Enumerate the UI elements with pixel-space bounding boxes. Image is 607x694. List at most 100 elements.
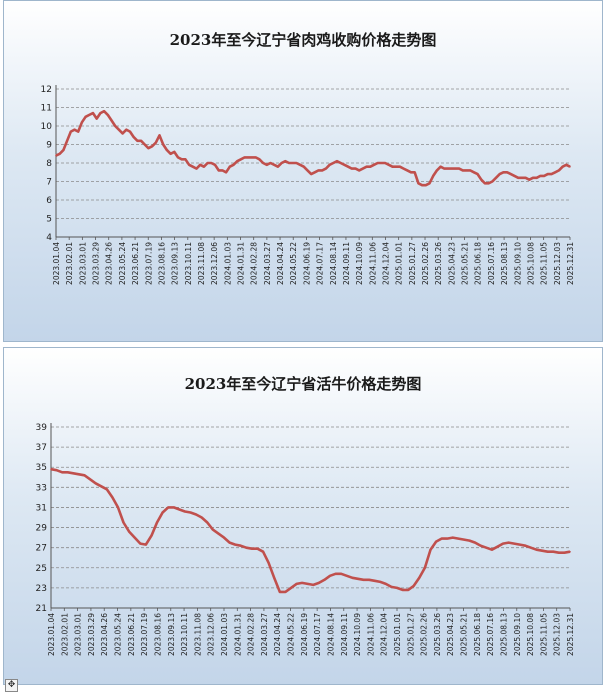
data-point (107, 114, 109, 116)
data-point (84, 116, 87, 118)
data-point (229, 165, 231, 168)
data-point (454, 167, 457, 170)
data-point (535, 548, 538, 551)
x-tick-label: 2025.12.31 (566, 242, 575, 285)
move-handle-icon[interactable]: ✥ (5, 679, 18, 692)
x-tick-label: 2023.06.21 (127, 613, 136, 656)
x-tick-label: 2025.07.16 (486, 613, 495, 656)
data-point (234, 543, 236, 546)
data-point (158, 134, 161, 137)
x-tick-label: 2025.08.13 (499, 613, 508, 656)
x-tick-label: 2025.01.01 (395, 242, 404, 285)
data-point (463, 538, 465, 541)
data-point (424, 567, 426, 569)
y-tick-label: 10 (41, 122, 53, 132)
x-tick-label: 2025.03.26 (434, 242, 443, 285)
data-point (362, 579, 365, 581)
data-point (118, 128, 120, 131)
data-point (128, 530, 130, 533)
data-point (167, 506, 169, 509)
data-point (55, 154, 57, 157)
data-point (519, 543, 521, 546)
data-point (83, 474, 86, 477)
data-point (58, 153, 61, 155)
data-point (535, 177, 538, 179)
data-point (114, 125, 116, 127)
x-tick-label: 2025.05.21 (461, 242, 470, 285)
data-point (306, 169, 309, 172)
data-point (55, 469, 58, 471)
data-point (473, 171, 475, 174)
x-tick-label: 2023.03.29 (92, 242, 101, 285)
x-tick-label: 2024.01.31 (237, 242, 246, 285)
x-tick-label: 2024.01.03 (223, 242, 232, 285)
data-point (357, 578, 359, 580)
data-point (336, 160, 338, 162)
data-point (189, 511, 192, 514)
data-point (262, 550, 264, 553)
data-point (72, 472, 75, 475)
data-point (70, 130, 72, 133)
x-tick-label: 2023.07.19 (144, 242, 153, 285)
x-tick-label: 2025.01.27 (408, 242, 417, 285)
data-point (110, 119, 113, 122)
x-tick-label: 2023.05.24 (114, 613, 123, 656)
data-point (150, 534, 153, 537)
data-point (561, 165, 564, 168)
data-point (89, 478, 91, 481)
data-point (166, 149, 168, 151)
data-point (280, 162, 283, 164)
x-tick-label: 2023.08.16 (153, 613, 162, 656)
y-tick-label: 33 (36, 483, 47, 493)
x-tick-label: 2024.10.09 (353, 613, 362, 656)
x-tick-label: 2024.06.19 (302, 242, 311, 285)
data-point (358, 169, 361, 172)
data-point (362, 167, 364, 170)
data-point (243, 156, 246, 159)
x-tick-label: 2025.04.23 (446, 613, 455, 656)
x-tick-label: 2025.02.26 (421, 242, 430, 285)
data-point (129, 130, 131, 133)
data-point (295, 583, 298, 585)
data-point (569, 550, 571, 553)
x-tick-label: 2025.01.01 (393, 613, 402, 656)
data-point (546, 550, 549, 553)
data-point (122, 521, 125, 524)
data-point (541, 549, 543, 552)
chicken-price-chart: 2023年至今辽宁省肉鸡收购价格走势图 4 5 6 7 8 9 10 11 12 2023.01.… (3, 0, 603, 342)
data-point (188, 164, 190, 166)
data-point (373, 580, 376, 582)
data-point (317, 169, 320, 172)
data-point (384, 162, 386, 164)
data-point (214, 164, 216, 166)
data-point (458, 167, 460, 170)
x-tick-label: 2025.12.31 (566, 613, 575, 656)
data-point (410, 171, 412, 174)
data-point (310, 173, 313, 175)
x-tick-label: 2023.01.04 (47, 613, 56, 656)
data-point (379, 581, 382, 583)
data-point (284, 160, 287, 162)
x-tick-label: 2024.04.24 (273, 613, 282, 656)
data-point (365, 165, 368, 168)
data-point (563, 551, 566, 554)
y-tick-label: 39 (36, 423, 48, 433)
data-point (140, 140, 142, 142)
data-point (376, 162, 379, 164)
x-tick-label: 2023.09.13 (171, 242, 180, 285)
data-point (61, 471, 63, 474)
data-point (446, 537, 449, 540)
data-point (351, 167, 353, 170)
data-point (479, 544, 482, 547)
x-tick-label: 2025.05.21 (460, 613, 469, 656)
data-point (539, 175, 542, 177)
data-point (306, 583, 309, 585)
data-point (73, 128, 76, 131)
data-point (66, 140, 68, 142)
data-point (465, 169, 468, 172)
x-tick-label: 2023.11.08 (193, 613, 202, 656)
data-point (498, 173, 501, 175)
x-tick-label: 2024.05.22 (287, 613, 296, 656)
x-tick-label: 2023.01.04 (52, 242, 61, 285)
data-point (457, 537, 460, 540)
